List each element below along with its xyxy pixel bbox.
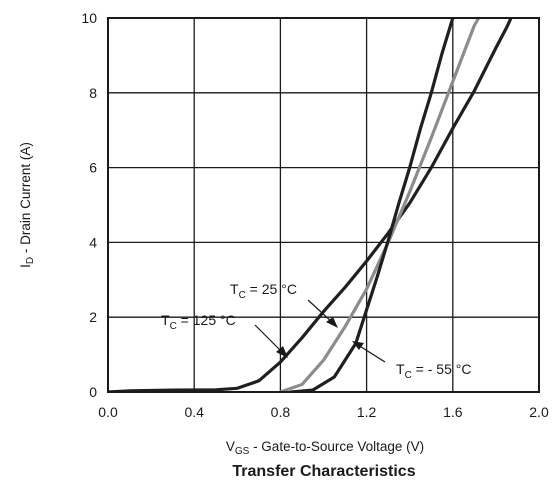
plot-frame (107, 17, 540, 393)
series-label-minus55c: TC = - 55 °C (396, 361, 471, 381)
y-tick-label: 6 (89, 160, 97, 176)
series-label-25c: TC = 25 °C (230, 281, 297, 301)
x-tick-label: 0.4 (184, 404, 204, 420)
x-axis-label: VGS - Gate-to-Source Voltage (V) (226, 439, 424, 457)
y-axis-label: ID - Drain Current (A) (18, 142, 36, 268)
label-arrowhead-25c (326, 317, 338, 328)
x-tick-label: 1.6 (443, 404, 463, 420)
y-tick-label: 2 (89, 309, 97, 325)
y-tick-label: 8 (89, 85, 97, 101)
series-label-125c: TC = 125 °C (161, 312, 236, 332)
label-arrow-25c (307, 299, 334, 324)
y-tick-label: 0 (89, 384, 97, 400)
series-line-25c (278, 18, 481, 392)
x-tick-label: 0.0 (98, 404, 118, 420)
label-arrow-125c (254, 324, 283, 353)
label-arrow-minus55c (357, 344, 386, 363)
curves (108, 18, 513, 392)
x-tick-labels: 0.0 0.4 0.8 1.2 1.6 2.0 (98, 404, 549, 420)
series-line-125c (108, 18, 513, 392)
label-arrowhead-minus55c (352, 341, 364, 350)
series-line-minus55c (289, 18, 455, 392)
y-tick-label: 4 (89, 234, 97, 250)
chart-title: Transfer Characteristics (232, 463, 415, 480)
y-tick-labels: 0 2 4 6 8 10 (81, 10, 97, 400)
y-tick-label: 10 (81, 10, 97, 26)
label-arrowhead-125c (276, 346, 288, 358)
x-tick-label: 2.0 (529, 404, 549, 420)
grid-lines (107, 17, 540, 393)
x-tick-label: 0.8 (271, 404, 291, 420)
x-tick-label: 1.2 (357, 404, 377, 420)
